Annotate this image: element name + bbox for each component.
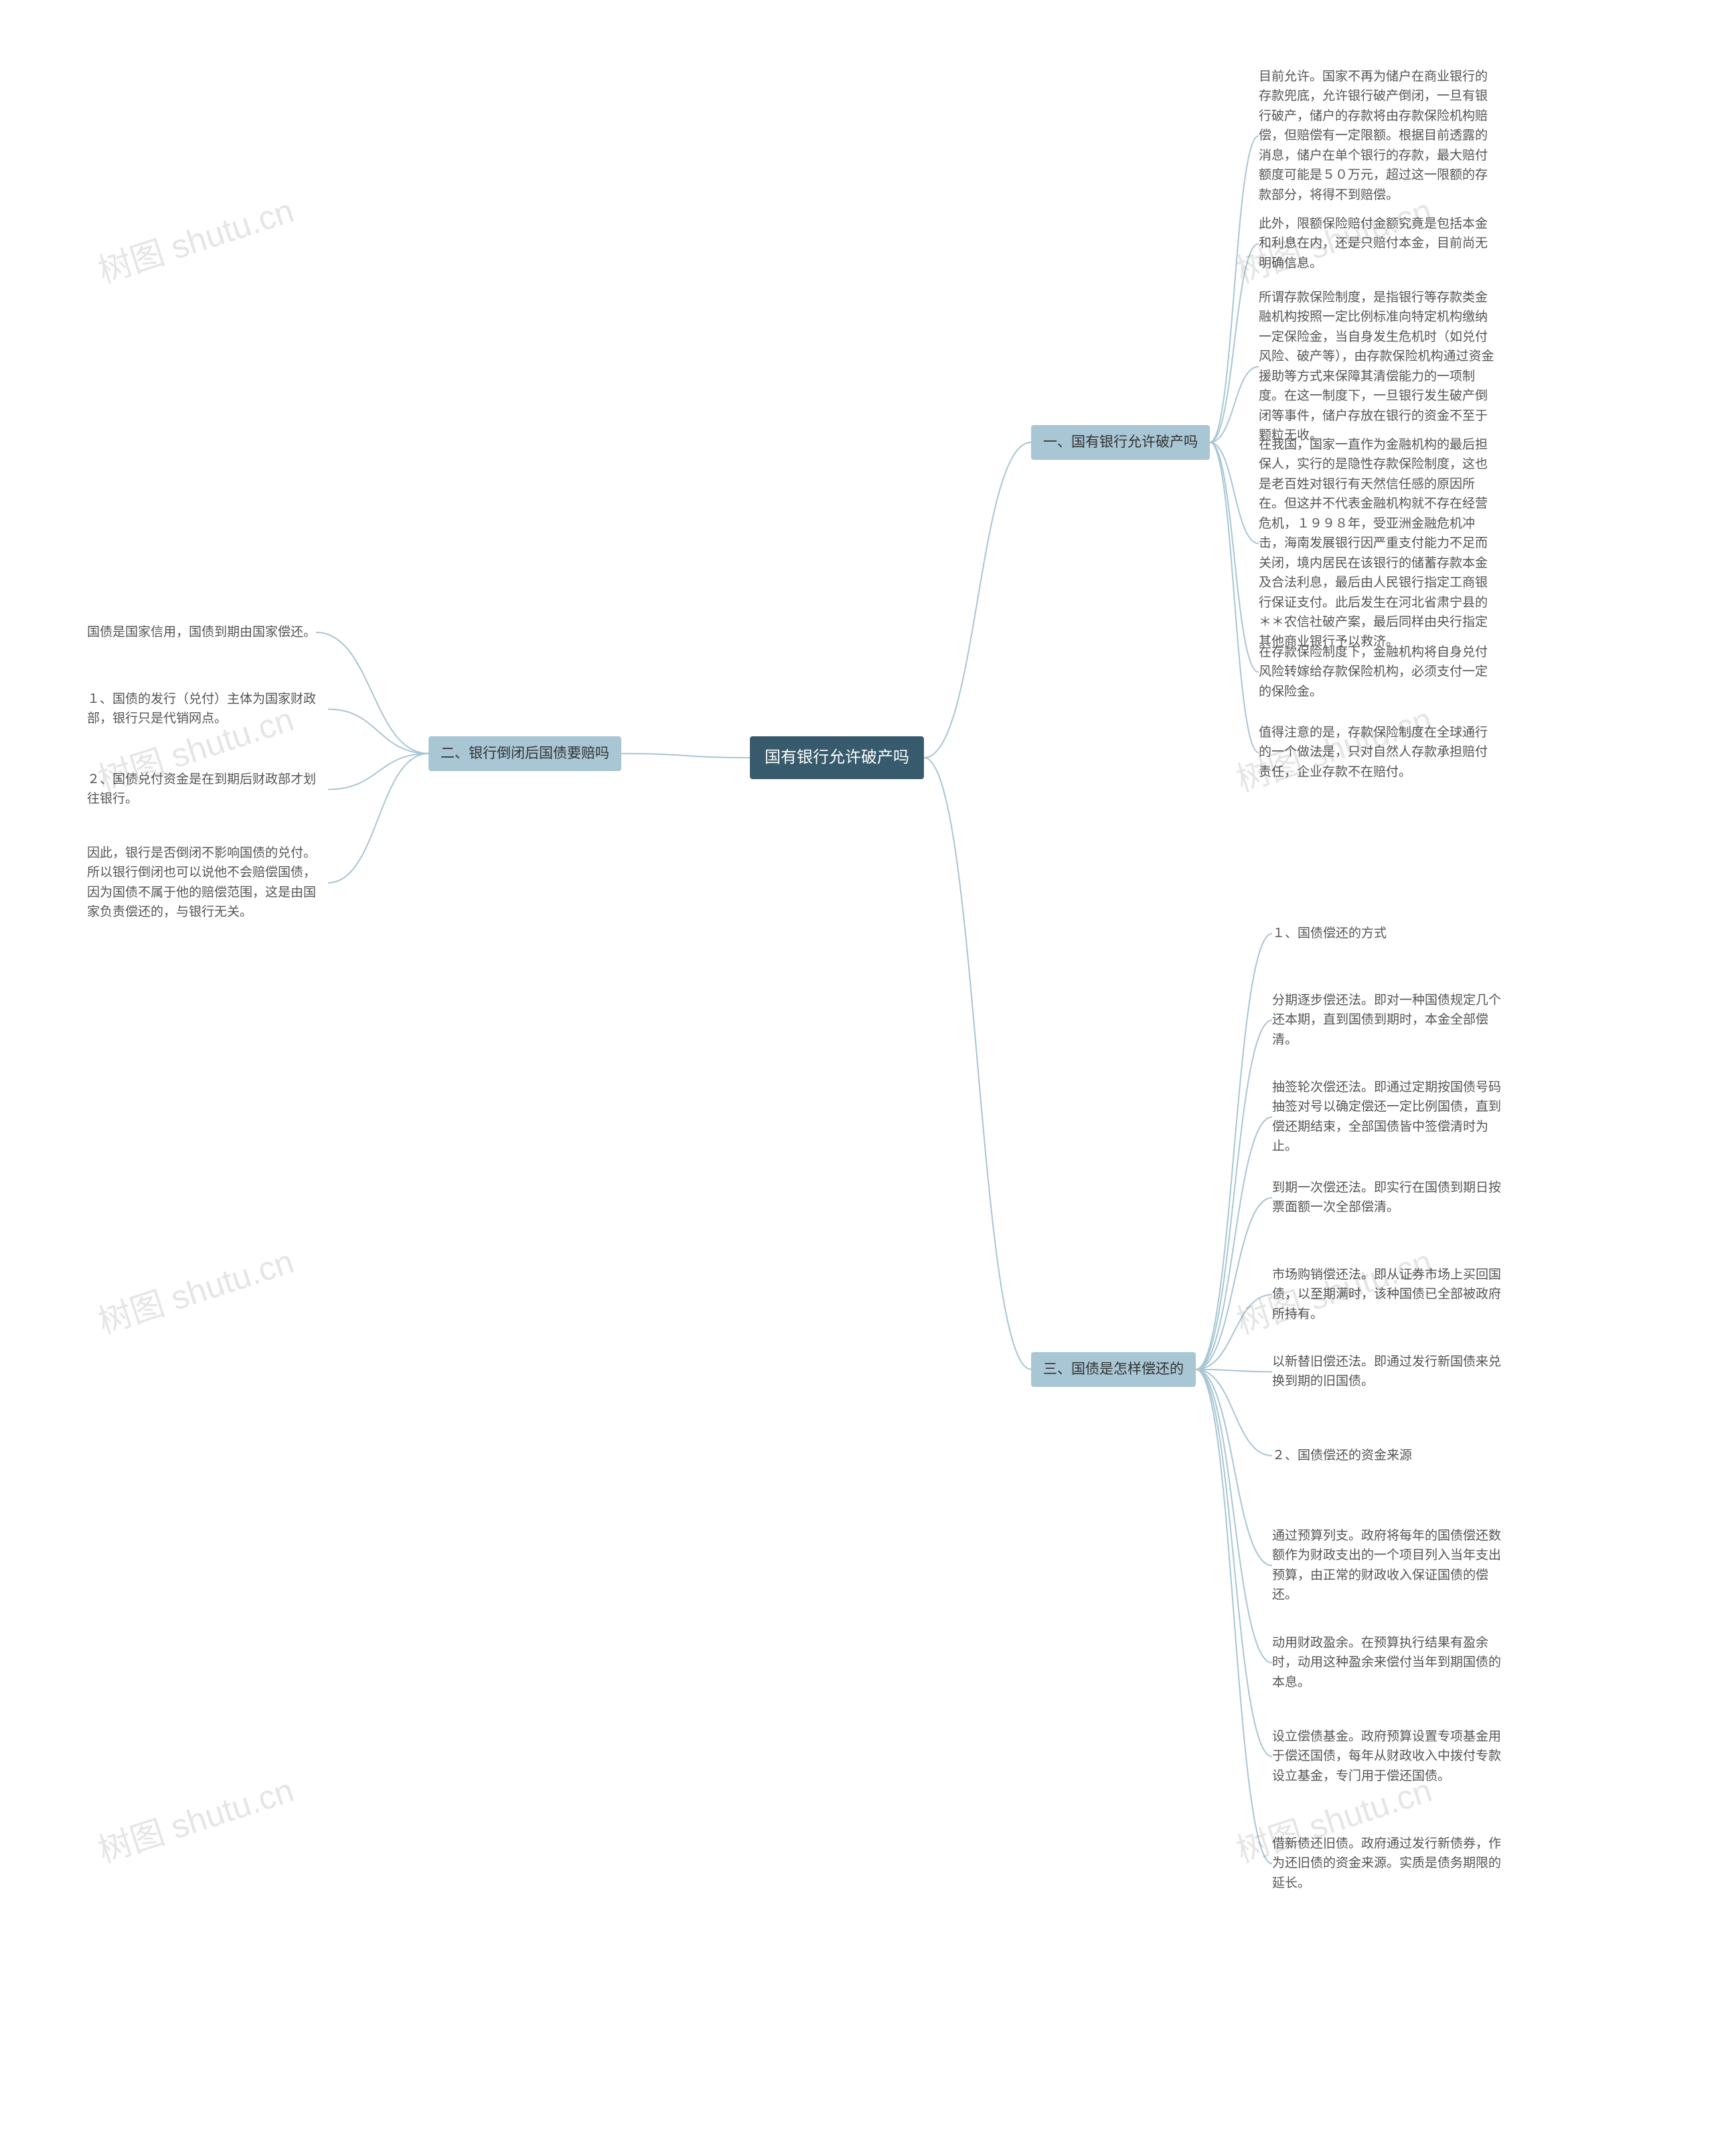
leaf-node: ２、国债兑付资金是在到期后财政部才划往银行。 — [87, 770, 328, 809]
watermark: 树图 shutu.cn — [91, 1235, 299, 1343]
branch-node-3: 三、国债是怎样偿还的 — [1031, 1352, 1196, 1387]
leaf-node: 在我国，国家一直作为金融机构的最后担保人，实行的是隐性存款保险制度，这也是老百姓… — [1259, 435, 1500, 652]
leaf-node: 分期逐步偿还法。即对一种国债规定几个还本期，直到国债到期时，本金全部偿清。 — [1272, 991, 1513, 1050]
leaf-node: 此外，限额保险赔付金额究竟是包括本金和利息在内，还是只赔付本金，目前尚无明确信息… — [1259, 214, 1500, 273]
mindmap-root: 国有银行允许破产吗 — [750, 736, 924, 779]
leaf-node: 国债是国家信用，国债到期由国家偿还。 — [87, 623, 316, 642]
leaf-node: 动用财政盈余。在预算执行结果有盈余时，动用这种盈余来偿付当年到期国债的本息。 — [1272, 1633, 1513, 1692]
leaf-node: 设立偿债基金。政府预算设置专项基金用于偿还国债，每年从财政收入中拨付专款设立基金… — [1272, 1727, 1513, 1786]
leaf-node: 目前允许。国家不再为储户在商业银行的存款兜底，允许银行破产倒闭，一旦有银行破产，… — [1259, 67, 1500, 205]
leaf-node: ２、国债偿还的资金来源 — [1272, 1446, 1412, 1465]
watermark: 树图 shutu.cn — [91, 184, 299, 293]
leaf-node: 值得注意的是，存款保险制度在全球通行的一个做法是，只对自然人存款承担赔付责任，企… — [1259, 723, 1500, 782]
leaf-node: 借新债还旧债。政府通过发行新债券，作为还旧债的资金来源。实质是债务期限的延长。 — [1272, 1834, 1513, 1893]
leaf-node: 以新替旧偿还法。即通过发行新国债来兑换到期的旧国债。 — [1272, 1352, 1513, 1392]
watermark: 树图 shutu.cn — [91, 1764, 299, 1872]
leaf-node: 抽签轮次偿还法。即通过定期按国债号码抽签对号以确定偿还一定比例国债，直到偿还期结… — [1272, 1078, 1513, 1157]
branch-node-2: 二、银行倒闭后国债要赔吗 — [428, 736, 621, 771]
leaf-node: 市场购销偿还法。即从证券市场上买回国债，以至期满时，该种国债已全部被政府所持有。 — [1272, 1265, 1513, 1324]
leaf-node: 到期一次偿还法。即实行在国债到期日按票面额一次全部偿清。 — [1272, 1178, 1513, 1218]
leaf-node: 在存款保险制度下，金融机构将自身兑付风险转嫁给存款保险机构，必须支付一定的保险金… — [1259, 643, 1500, 701]
leaf-node: 因此，银行是否倒闭不影响国债的兑付。所以银行倒闭也可以说他不会赔偿国债，因为国债… — [87, 843, 328, 922]
leaf-node: 通过预算列支。政府将每年的国债偿还数额作为财政支出的一个项目列入当年支出预算，由… — [1272, 1526, 1513, 1605]
leaf-node: １、国债的发行（兑付）主体为国家财政部，银行只是代销网点。 — [87, 689, 328, 729]
leaf-node: 所谓存款保险制度，是指银行等存款类金融机构按照一定比例标准向特定机构缴纳一定保险… — [1259, 288, 1500, 446]
branch-node-1: 一、国有银行允许破产吗 — [1031, 425, 1210, 460]
leaf-node: １、国债偿还的方式 — [1272, 924, 1387, 943]
